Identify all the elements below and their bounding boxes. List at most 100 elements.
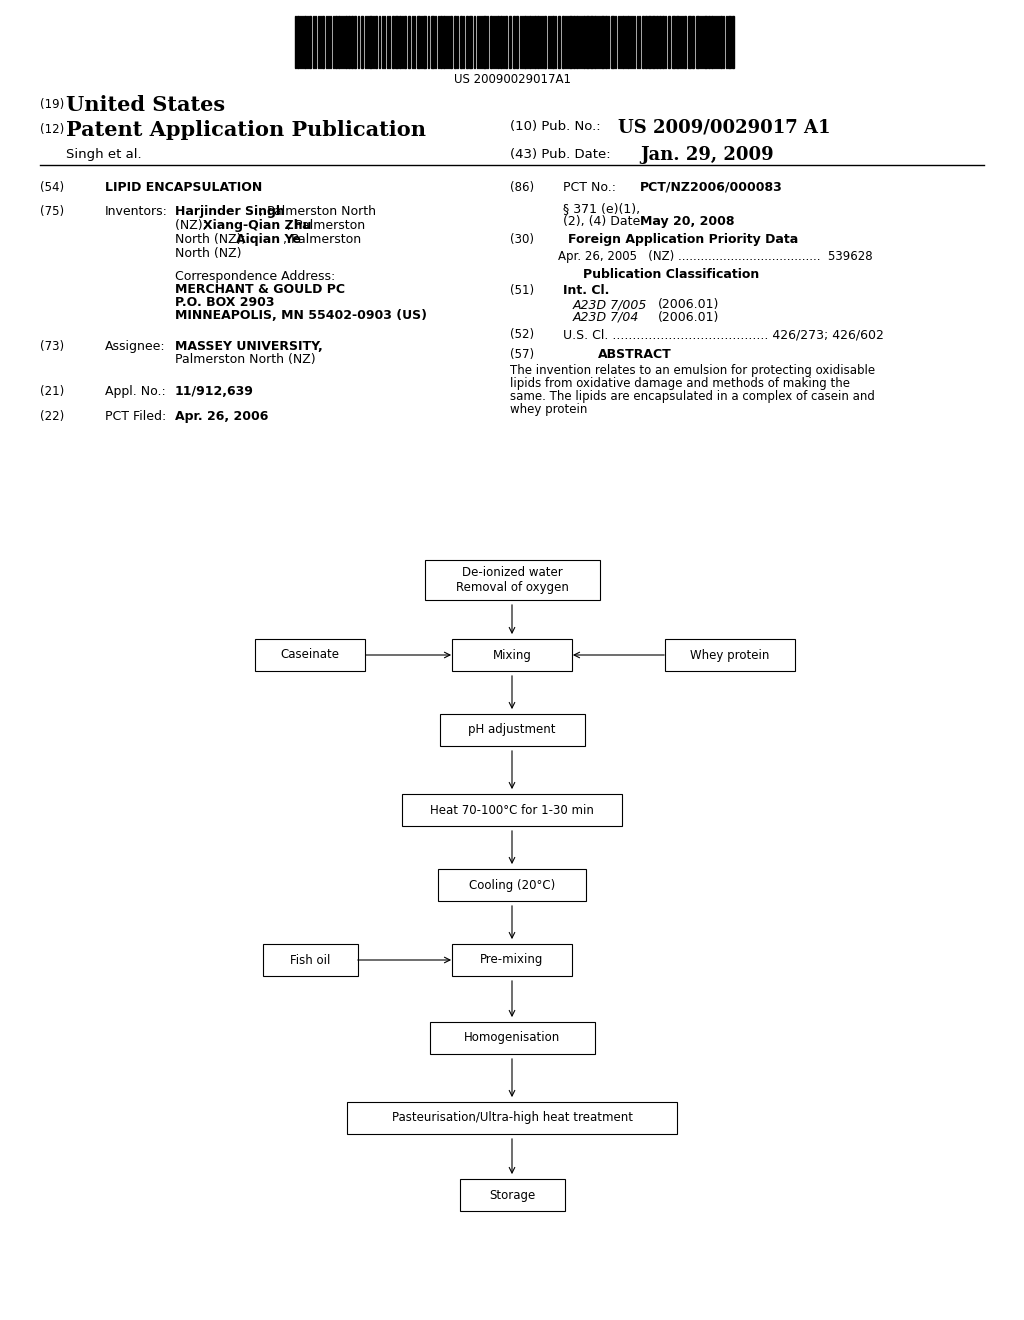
Text: North (NZ);: North (NZ);: [175, 234, 250, 246]
Bar: [429, 1022, 595, 1053]
Bar: [460, 1179, 564, 1210]
Bar: [728, 16, 731, 69]
Bar: [720, 16, 722, 69]
Text: MASSEY UNIVERSITY,: MASSEY UNIVERSITY,: [175, 341, 323, 352]
Bar: [408, 16, 410, 69]
Bar: [297, 16, 299, 69]
Bar: [605, 16, 607, 69]
Bar: [537, 16, 539, 69]
Text: US 2009/0029017 A1: US 2009/0029017 A1: [618, 117, 830, 136]
Bar: [450, 16, 452, 69]
Text: MERCHANT & GOULD PC: MERCHANT & GOULD PC: [175, 282, 345, 296]
Text: Palmerston North (NZ): Palmerston North (NZ): [175, 352, 315, 366]
Text: The invention relates to an emulsion for protecting oxidisable: The invention relates to an emulsion for…: [510, 364, 876, 378]
Text: Correspondence Address:: Correspondence Address:: [175, 271, 335, 282]
Text: A23D 7/04: A23D 7/04: [573, 312, 639, 323]
Text: Inventors:: Inventors:: [105, 205, 168, 218]
Text: (21): (21): [40, 385, 65, 399]
Text: PCT No.:: PCT No.:: [563, 181, 616, 194]
Text: same. The lipids are encapsulated in a complex of casein and: same. The lipids are encapsulated in a c…: [510, 389, 874, 403]
Bar: [431, 16, 434, 69]
Text: Singh et al.: Singh et al.: [66, 148, 141, 161]
Bar: [583, 16, 585, 69]
Text: pH adjustment: pH adjustment: [468, 723, 556, 737]
Text: Assignee:: Assignee:: [105, 341, 166, 352]
Bar: [656, 16, 658, 69]
Text: Apr. 26, 2006: Apr. 26, 2006: [175, 411, 268, 422]
Text: MINNEAPOLIS, MN 55402-0903 (US): MINNEAPOLIS, MN 55402-0903 (US): [175, 309, 427, 322]
Bar: [705, 16, 707, 69]
Text: May 20, 2008: May 20, 2008: [640, 215, 734, 228]
Bar: [354, 16, 356, 69]
Text: Appl. No.:: Appl. No.:: [105, 385, 166, 399]
Bar: [309, 16, 311, 69]
Bar: [395, 16, 398, 69]
Text: LIPID ENCAPSULATION: LIPID ENCAPSULATION: [105, 181, 262, 194]
Text: Heat 70-100°C for 1-30 min: Heat 70-100°C for 1-30 min: [430, 804, 594, 817]
Text: (19): (19): [40, 98, 65, 111]
Text: , Palmerston: , Palmerston: [287, 219, 366, 232]
Text: (NZ);: (NZ);: [175, 219, 211, 232]
Bar: [351, 16, 353, 69]
Text: P.O. BOX 2903: P.O. BOX 2903: [175, 296, 274, 309]
Bar: [668, 16, 670, 69]
Text: United States: United States: [66, 95, 225, 115]
Text: US 20090029017A1: US 20090029017A1: [454, 73, 570, 86]
Text: PCT Filed:: PCT Filed:: [105, 411, 166, 422]
Text: De-ionized water
Removal of oxygen: De-ionized water Removal of oxygen: [456, 566, 568, 594]
Bar: [255, 639, 365, 671]
Bar: [665, 639, 795, 671]
Bar: [692, 16, 694, 69]
Bar: [645, 16, 647, 69]
Text: (2006.01): (2006.01): [658, 312, 720, 323]
Bar: [516, 16, 518, 69]
Bar: [304, 16, 306, 69]
Text: Jan. 29, 2009: Jan. 29, 2009: [640, 147, 773, 164]
Bar: [594, 16, 596, 69]
Bar: [483, 16, 486, 69]
Text: § 371 (e)(1),: § 371 (e)(1),: [563, 202, 640, 215]
Bar: [708, 16, 710, 69]
Bar: [452, 639, 572, 671]
Bar: [369, 16, 372, 69]
Bar: [460, 16, 462, 69]
Bar: [688, 16, 691, 69]
Bar: [505, 16, 507, 69]
Bar: [590, 16, 593, 69]
Bar: [529, 16, 531, 69]
Text: (86): (86): [510, 181, 535, 194]
Bar: [672, 16, 675, 69]
Bar: [569, 16, 572, 69]
Text: (2), (4) Date:: (2), (4) Date:: [563, 215, 644, 228]
Bar: [322, 16, 324, 69]
Text: Mixing: Mixing: [493, 648, 531, 661]
Text: Apr. 26, 2005   (NZ) ......................................  539628: Apr. 26, 2005 (NZ) .....................…: [558, 249, 872, 263]
Text: Cooling (20°C): Cooling (20°C): [469, 879, 555, 891]
Bar: [648, 16, 651, 69]
Text: Whey protein: Whey protein: [690, 648, 770, 661]
Bar: [562, 16, 564, 69]
Text: Int. Cl.: Int. Cl.: [563, 284, 609, 297]
Text: (75): (75): [40, 205, 65, 218]
Text: (12): (12): [40, 123, 65, 136]
Bar: [662, 16, 664, 69]
Bar: [345, 16, 347, 69]
Text: (22): (22): [40, 411, 65, 422]
Bar: [601, 16, 604, 69]
Bar: [534, 16, 536, 69]
Bar: [696, 16, 699, 69]
Bar: [500, 16, 502, 69]
Bar: [711, 16, 713, 69]
Text: (57): (57): [510, 348, 535, 360]
Text: whey protein: whey protein: [510, 403, 588, 416]
Bar: [402, 795, 622, 826]
Bar: [524, 16, 526, 69]
Bar: [642, 16, 644, 69]
Text: A23D 7/005: A23D 7/005: [573, 298, 647, 312]
Bar: [438, 869, 586, 902]
Text: Fish oil: Fish oil: [290, 953, 330, 966]
Text: Storage: Storage: [488, 1188, 536, 1201]
Text: (54): (54): [40, 181, 65, 194]
Bar: [439, 714, 585, 746]
Bar: [652, 16, 655, 69]
